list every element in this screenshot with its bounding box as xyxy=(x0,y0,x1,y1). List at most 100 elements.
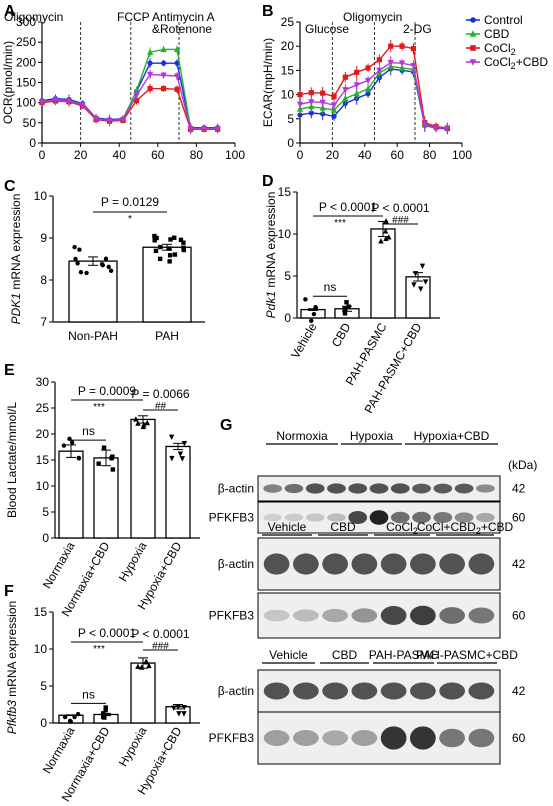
legend-marker xyxy=(469,59,477,66)
blot-band xyxy=(476,484,495,493)
group-label: CBD xyxy=(330,520,356,534)
individual-point xyxy=(135,420,141,426)
individual-point xyxy=(146,662,152,669)
data-point xyxy=(365,65,371,71)
individual-point xyxy=(61,443,67,448)
data-point xyxy=(330,102,338,109)
individual-point xyxy=(135,663,141,669)
data-point xyxy=(376,57,382,63)
data-point xyxy=(342,74,348,80)
data-point xyxy=(296,101,304,108)
individual-point xyxy=(75,261,80,266)
blot-row-label: β-actin xyxy=(218,557,254,571)
y-tick-label: 0 xyxy=(40,716,47,730)
individual-point xyxy=(383,218,389,224)
individual-point xyxy=(99,262,105,267)
individual-point xyxy=(67,718,73,723)
x-tick-label: 0 xyxy=(39,148,46,162)
individual-point xyxy=(143,658,149,665)
data-point xyxy=(174,60,180,66)
individual-point xyxy=(313,305,319,310)
blot-band xyxy=(322,682,348,700)
blot-band xyxy=(369,510,389,525)
y-tick-label: 0 xyxy=(287,136,294,150)
individual-point xyxy=(177,451,184,457)
data-point xyxy=(364,77,372,85)
blot-band xyxy=(305,513,325,522)
data-point xyxy=(201,126,208,133)
individual-point xyxy=(175,704,181,710)
group-label-main: Vehicle xyxy=(268,520,307,534)
individual-point xyxy=(62,714,68,720)
individual-point xyxy=(178,237,184,243)
data-point xyxy=(160,60,167,66)
individual-point xyxy=(378,238,384,244)
x-category-label: Non-PAH xyxy=(68,329,118,343)
significance-marker: *** xyxy=(334,218,346,229)
series-line xyxy=(299,61,448,129)
y-tick-label: 0 xyxy=(42,531,49,545)
x-category-label: Hypoxia xyxy=(116,539,150,584)
data-point xyxy=(146,48,154,55)
bar xyxy=(130,418,156,539)
y-axis-label-gene: Pdk1 xyxy=(264,291,278,318)
blot-band xyxy=(468,553,495,575)
data-point xyxy=(365,91,371,97)
kda-value: 60 xyxy=(512,609,526,623)
group-label-sub: 2 xyxy=(413,526,418,536)
group-label-main: PAH-PASMC+CBD xyxy=(416,648,518,662)
blot-band xyxy=(439,553,465,575)
chart-b: 0 20 40 60 80 100 0 5 10 15 20 25 ECAR(mpH/min) Gluco… xyxy=(261,10,472,162)
individual-point xyxy=(78,270,84,275)
legend-label-tail: +CBD xyxy=(516,55,549,69)
blot-band xyxy=(305,483,325,494)
individual-point xyxy=(69,440,75,445)
individual-point xyxy=(167,259,172,264)
individual-point xyxy=(382,228,389,234)
individual-point xyxy=(167,246,172,251)
data-point xyxy=(52,97,59,104)
individual-point xyxy=(103,256,109,261)
y-tick-label: 5 xyxy=(40,679,47,693)
legend-marker xyxy=(470,45,476,51)
data-point xyxy=(354,69,360,75)
data-point xyxy=(38,99,46,106)
series-cocl2-cbd xyxy=(296,56,451,134)
blot-row-label: β-actin xyxy=(218,482,254,496)
y-tick-label: 5 xyxy=(287,112,294,126)
x-tick-label: 80 xyxy=(190,148,204,162)
legend-label: CoCl2 xyxy=(484,41,516,57)
group-label: CoCl2 xyxy=(386,520,418,536)
individual-point xyxy=(106,264,111,270)
group-label: CoCl+CBD2+CBD xyxy=(417,520,514,536)
data-point xyxy=(353,90,360,97)
x-tick-label: 100 xyxy=(452,148,472,162)
x-category-label: Vehicle xyxy=(288,320,320,361)
blot-band xyxy=(351,553,378,575)
group-label-main: Hypoxia xyxy=(350,429,394,443)
blot-row-label: PFKFB3 xyxy=(209,731,255,745)
injection-label: Oligomycin xyxy=(4,10,63,24)
individual-point xyxy=(84,270,89,276)
group-label: Vehicle xyxy=(269,648,308,662)
individual-point xyxy=(181,711,187,717)
blot-band xyxy=(433,511,453,524)
legend-label-sub: 2 xyxy=(511,47,516,57)
y-tick-label: 15 xyxy=(34,605,48,619)
group-label: PAH-PASMC xyxy=(369,648,439,662)
blot-band xyxy=(410,605,436,626)
x-tick-label: 100 xyxy=(225,148,245,162)
comparison-label: P < 0.0001 xyxy=(131,627,189,641)
data-point xyxy=(160,85,167,92)
blot-band xyxy=(293,730,319,746)
blot-band xyxy=(454,483,474,494)
data-point xyxy=(331,93,337,100)
individual-point xyxy=(303,297,308,302)
bar xyxy=(130,662,156,724)
group-label-main: CBD xyxy=(330,520,356,534)
data-point xyxy=(353,82,360,89)
panel-letter-d: D xyxy=(262,173,274,190)
group-label: CBD xyxy=(332,648,358,662)
series-line xyxy=(41,73,218,130)
individual-point xyxy=(67,436,72,442)
